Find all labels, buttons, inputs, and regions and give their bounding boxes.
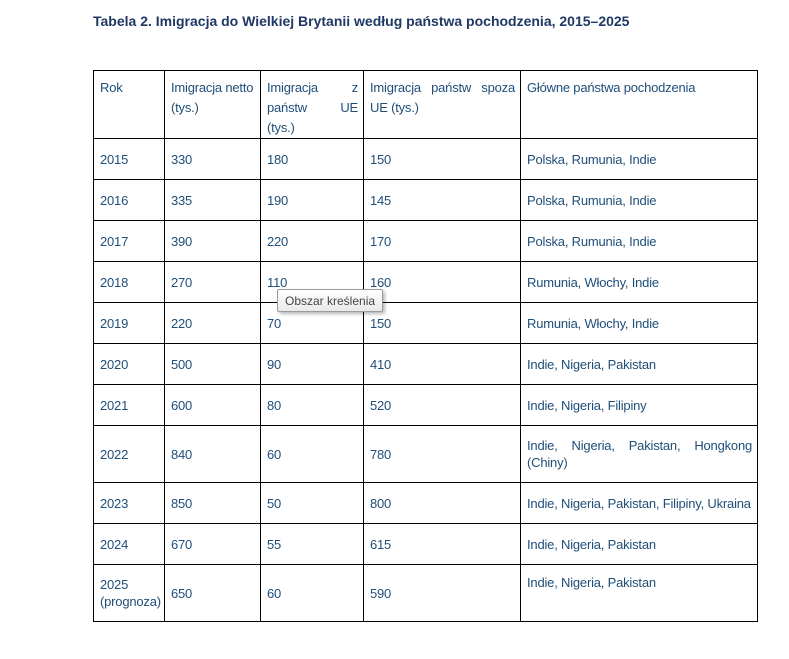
table-head: Rok Imigracja netto (tys.) Imigracja z pań… xyxy=(93,70,758,139)
countries-cell: Indie, Nigeria, Pakistan xyxy=(520,564,758,622)
countries-cell: Indie, Nigeria, Pakistan xyxy=(520,343,758,385)
year-cell: 2016 xyxy=(93,179,165,221)
table-row: 2020 500 90 410 Indie, Nigeria, Pakistan xyxy=(93,343,758,385)
eu-cell: 60 xyxy=(260,425,364,483)
table-row: 2025 (prognoza) 650 60 590 Indie, Nigeria, P… xyxy=(93,564,758,622)
non-eu-cell: 800 xyxy=(363,482,521,524)
table-row: 2022 840 60 780 Indie, Nigeria, Pakistan, Ho… xyxy=(93,425,758,483)
table-body: 2015 330 180 150 Polska, Rumunia, Indie 2016 3… xyxy=(93,138,758,622)
eu-cell: 180 xyxy=(260,138,364,180)
eu-cell: 60 xyxy=(260,564,364,622)
countries-cell: Indie, Nigeria, Pakistan xyxy=(520,523,758,565)
non-eu-cell: 590 xyxy=(363,564,521,622)
eu-cell: 55 xyxy=(260,523,364,565)
non-eu-cell: 170 xyxy=(363,220,521,262)
eu-cell: 50 xyxy=(260,482,364,524)
netto-cell: 500 xyxy=(164,343,261,385)
non-eu-cell: 780 xyxy=(363,425,521,483)
year-cell: 2023 xyxy=(93,482,165,524)
netto-cell: 390 xyxy=(164,220,261,262)
non-eu-cell: 410 xyxy=(363,343,521,385)
eu-cell: 90 xyxy=(260,343,364,385)
table-row: 2021 600 80 520 Indie, Nigeria, Filipiny xyxy=(93,384,758,426)
table-row: 2023 850 50 800 Indie, Nigeria, Pakistan, Fi… xyxy=(93,482,758,524)
non-eu-cell: 150 xyxy=(363,302,521,344)
countries-cell: Indie, Nigeria, Filipiny xyxy=(520,384,758,426)
netto-cell: 670 xyxy=(164,523,261,565)
column-header-non-eu: Imigracja państw spoza UE (tys.) xyxy=(363,70,521,139)
countries-cell: Rumunia, Włochy, Indie xyxy=(520,302,758,344)
non-eu-cell: 150 xyxy=(363,138,521,180)
year-cell: 2015 xyxy=(93,138,165,180)
netto-cell: 330 xyxy=(164,138,261,180)
year-cell: 2022 xyxy=(93,425,165,483)
eu-cell: 190 xyxy=(260,179,364,221)
non-eu-cell: 520 xyxy=(363,384,521,426)
year-cell: 2019 xyxy=(93,302,165,344)
year-cell: 2025 (prognoza) xyxy=(93,564,165,622)
column-header-eu: Imigracja z państw UE (tys.) xyxy=(260,70,364,139)
table-row: 2017 390 220 170 Polska, Rumunia, Indie xyxy=(93,220,758,262)
plot-area-tooltip: Obszar kreślenia xyxy=(277,289,384,312)
countries-cell: Rumunia, Włochy, Indie xyxy=(520,261,758,303)
netto-cell: 850 xyxy=(164,482,261,524)
year-cell: 2017 xyxy=(93,220,165,262)
countries-cell: Polska, Rumunia, Indie xyxy=(520,220,758,262)
column-header-countries: Główne państwa pochodzenia xyxy=(520,70,758,139)
countries-cell: Polska, Rumunia, Indie xyxy=(520,138,758,180)
table-row: 2019 220 70 150 Rumunia, Włochy, Indie xyxy=(93,302,758,344)
tooltip-label: Obszar kreślenia xyxy=(285,293,376,308)
year-cell: 2021 xyxy=(93,384,165,426)
table-row: 2015 330 180 150 Polska, Rumunia, Indie xyxy=(93,138,758,180)
column-header-year: Rok xyxy=(93,70,165,139)
netto-cell: 335 xyxy=(164,179,261,221)
year-cell: 2018 xyxy=(93,261,165,303)
eu-cell: 220 xyxy=(260,220,364,262)
non-eu-cell: 160 xyxy=(363,261,521,303)
table-row: 2024 670 55 615 Indie, Nigeria, Pakistan xyxy=(93,523,758,565)
netto-cell: 270 xyxy=(164,261,261,303)
countries-cell: Polska, Rumunia, Indie xyxy=(520,179,758,221)
netto-cell: 650 xyxy=(164,564,261,622)
netto-cell: 220 xyxy=(164,302,261,344)
table-row: 2016 335 190 145 Polska, Rumunia, Indie xyxy=(93,179,758,221)
table-caption: Tabela 2. Imigracja do Wielkiej Brytanii… xyxy=(93,13,630,29)
netto-cell: 600 xyxy=(164,384,261,426)
countries-cell: Indie, Nigeria, Pakistan, Filipiny, Ukra… xyxy=(520,482,758,524)
year-cell: 2020 xyxy=(93,343,165,385)
immigration-table: Rok Imigracja netto (tys.) Imigracja z pań… xyxy=(93,70,758,622)
year-cell: 2024 xyxy=(93,523,165,565)
netto-cell: 840 xyxy=(164,425,261,483)
column-header-netto: Imigracja netto (tys.) xyxy=(164,70,261,139)
countries-cell: Indie, Nigeria, Pakistan, Hongkong (Chin… xyxy=(520,425,758,483)
eu-cell: 80 xyxy=(260,384,364,426)
table-row: 2018 270 110 160 Rumunia, Włochy, Indie xyxy=(93,261,758,303)
non-eu-cell: 145 xyxy=(363,179,521,221)
non-eu-cell: 615 xyxy=(363,523,521,565)
header-row: Rok Imigracja netto (tys.) Imigracja z pań… xyxy=(93,70,758,139)
